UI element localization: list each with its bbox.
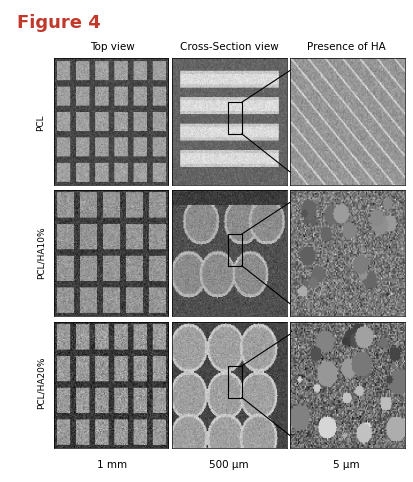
Text: Presence of HA: Presence of HA xyxy=(307,42,386,52)
Text: 500 μm: 500 μm xyxy=(209,460,249,470)
Text: PCL: PCL xyxy=(36,115,45,131)
Text: PCL/HA20%: PCL/HA20% xyxy=(36,357,45,409)
Text: 5 μm: 5 μm xyxy=(333,460,360,470)
Text: Top view: Top view xyxy=(90,42,135,52)
Text: Cross-Section view: Cross-Section view xyxy=(180,42,279,52)
Text: PCL/HA10%: PCL/HA10% xyxy=(36,227,45,280)
Text: 1 mm: 1 mm xyxy=(97,460,127,470)
Text: Figure 4: Figure 4 xyxy=(17,14,100,32)
